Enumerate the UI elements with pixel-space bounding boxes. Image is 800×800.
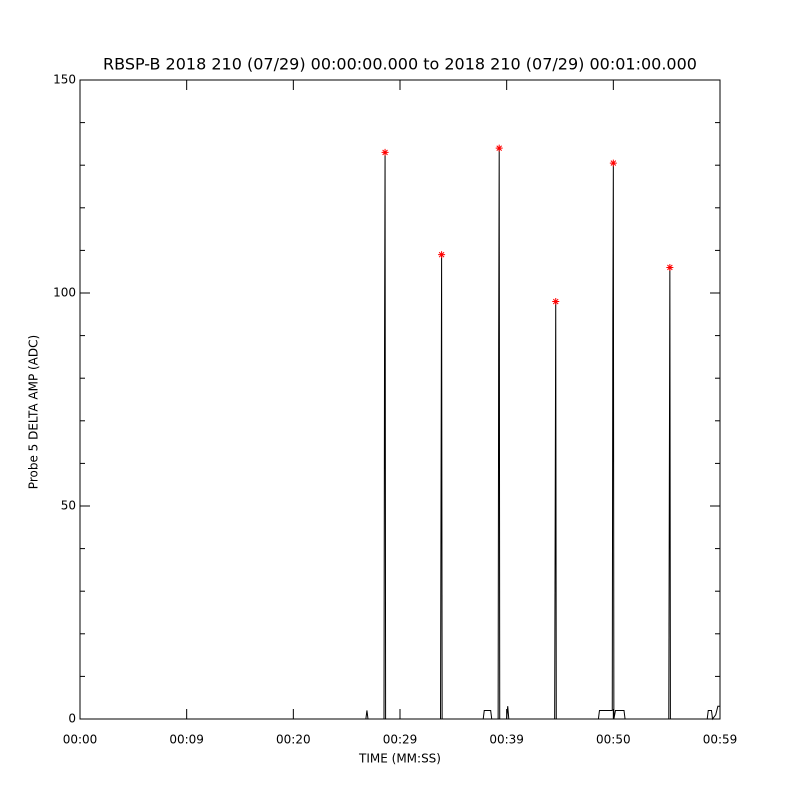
- chart-title: RBSP-B 2018 210 (07/29) 00:00:00.000 to …: [103, 55, 697, 74]
- x-tick-label: 00:09: [169, 733, 204, 747]
- peak-marker: [552, 298, 560, 306]
- x-axis-label: TIME (MM:SS): [358, 752, 441, 766]
- x-tick-label: 00:29: [383, 733, 418, 747]
- x-tick-label: 00:20: [276, 733, 311, 747]
- y-tick-label: 50: [61, 499, 76, 513]
- x-tick-label: 00:39: [489, 733, 524, 747]
- peak-marker: [666, 263, 674, 271]
- x-tick-label: 00:50: [596, 733, 631, 747]
- x-tick-label: 00:59: [703, 733, 738, 747]
- x-tick-label: 00:00: [63, 733, 98, 747]
- data-line: [80, 148, 720, 721]
- peak-marker: [438, 251, 446, 259]
- peak-marker: [381, 148, 389, 156]
- y-axis-label: Probe 5 DELTA AMP (ADC): [27, 335, 41, 489]
- peak-marker: [495, 144, 503, 152]
- peak-marker: [609, 159, 617, 167]
- y-tick-label: 150: [53, 73, 76, 87]
- y-tick-label: 100: [53, 286, 76, 300]
- y-tick-label: 0: [68, 712, 76, 726]
- plot-frame: [79, 79, 721, 720]
